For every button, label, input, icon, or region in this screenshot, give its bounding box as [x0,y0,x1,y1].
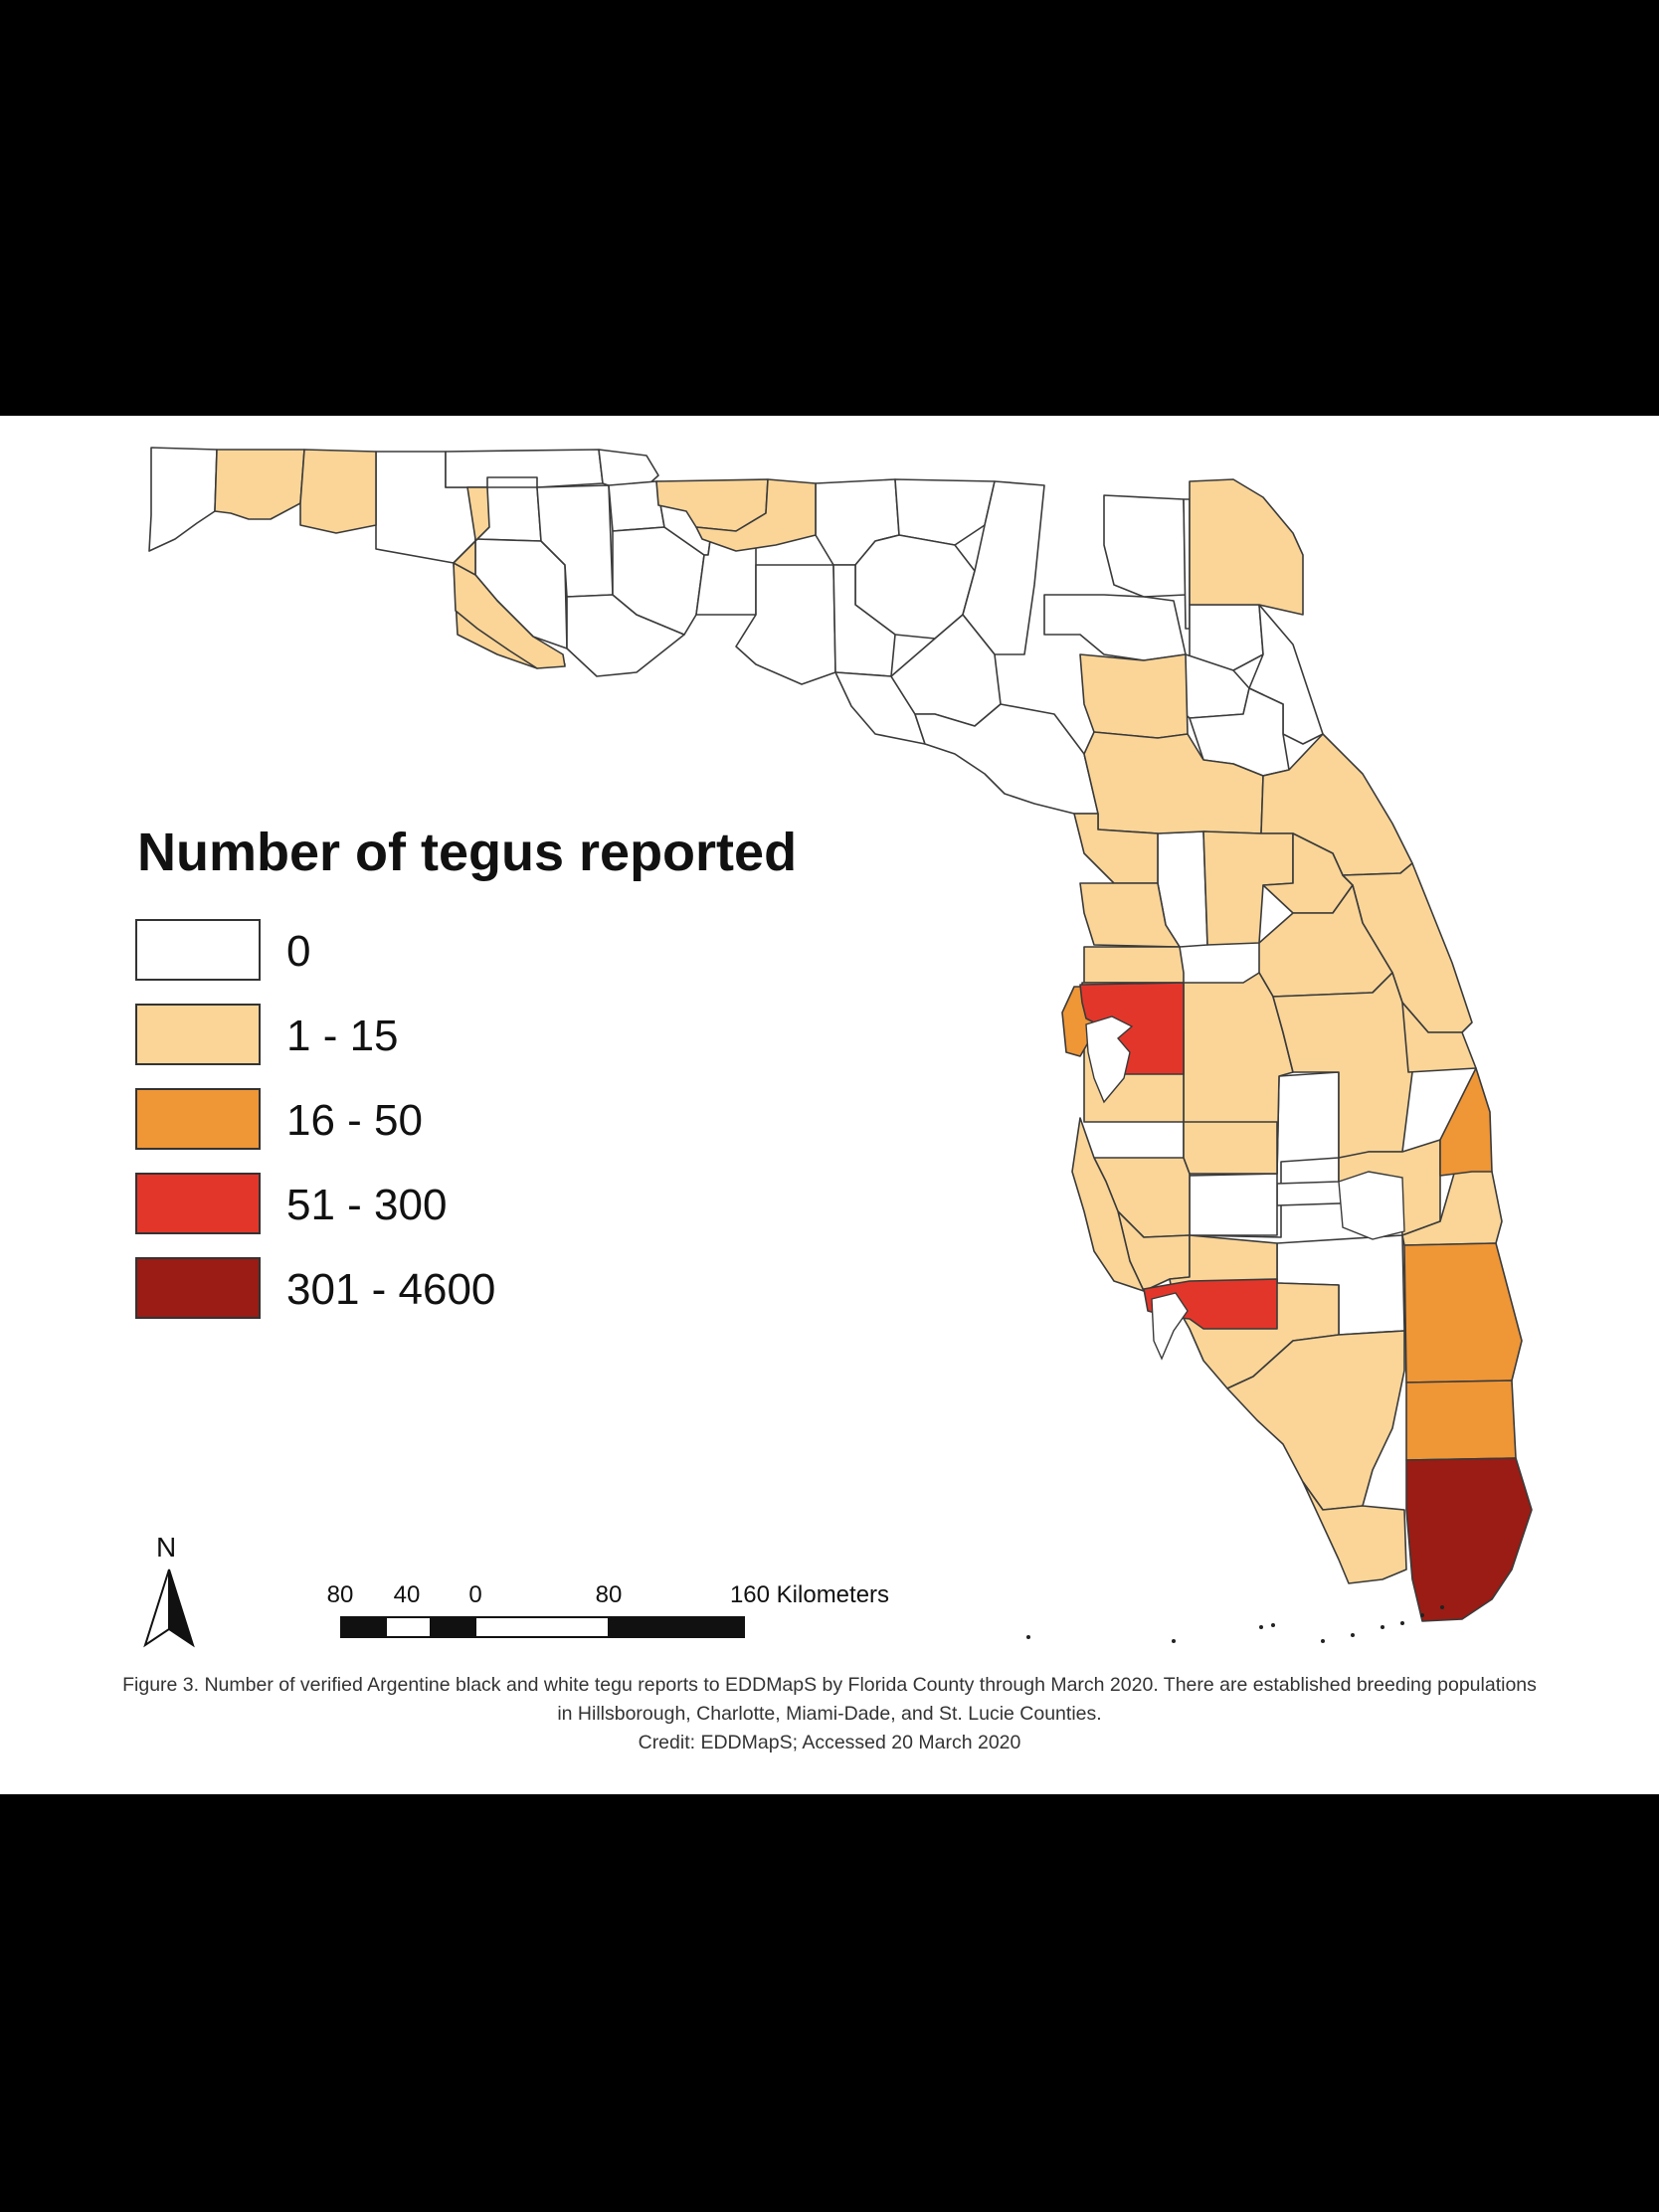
county-pasco [1083,946,1185,984]
north-label: N [156,1532,177,1563]
scale-tick-label: 0 [468,1581,482,1608]
legend-swatch [135,1257,261,1319]
legend-label: 1 - 15 [286,1012,399,1060]
legend-label: 301 - 4600 [286,1265,496,1314]
florida-county-map [148,447,1533,1643]
caption-credit: Credit: EDDMapS; Accessed 20 March 2020 [638,1732,1021,1753]
scale-tick-label: 80 [595,1581,623,1608]
county-collier [1226,1330,1405,1511]
county-washington [445,449,604,488]
tampa-bay-water [1085,1015,1134,1104]
legend-swatch [135,919,261,981]
county-st-lucie [1439,1067,1493,1177]
legend-swatch [135,1173,261,1234]
county-desoto-zero [1189,1173,1278,1236]
county-alachua [1079,653,1189,739]
county-miami-dade [1405,1457,1533,1622]
county-gadsden [608,480,665,532]
scale-tick-label: 40 [393,1581,421,1608]
county-palm-beach [1403,1242,1523,1383]
charlotte-harbor-water [1151,1292,1189,1361]
north-arrow-icon [143,1568,195,1648]
legend-label: 51 - 300 [286,1181,448,1229]
county-union-bradford [1043,594,1187,661]
florida-keys [1026,1605,1444,1643]
scale-bar [340,1616,745,1638]
county-indian-river [1401,1002,1477,1073]
county-escambia [148,447,218,552]
county-bay-west [453,562,566,669]
county-nassau-zero [1183,498,1191,630]
county-washington-light [695,478,817,552]
county-okaloosa [299,449,377,534]
county-monroe [1302,1481,1407,1584]
county-hardee [1183,1121,1278,1175]
legend-label: 0 [286,927,311,976]
county-hamilton [894,478,996,546]
legend-title: Number of tegus reported [137,823,798,882]
scale-tick-label: 160 Kilometers [729,1581,890,1608]
scale-tick-label: 80 [326,1581,354,1608]
legend-label: 16 - 50 [286,1096,423,1145]
county-broward [1405,1380,1517,1461]
county-levy [914,703,1099,815]
legend-swatch [135,1088,261,1150]
caption-text: Figure 3. Number of verified Argentine b… [122,1674,1537,1725]
county-citrus [1073,813,1159,884]
county-nassau [1189,478,1304,616]
figure-caption: Figure 3. Number of verified Argentine b… [119,1671,1540,1757]
legend-swatch [135,1004,261,1065]
county-baker [1103,494,1187,598]
figure-panel: Number of tegus reported 0 1 - 15 16 - 5… [0,416,1659,1794]
lake-okeechobee [1338,1171,1405,1240]
county-santa-rosa [214,449,305,520]
